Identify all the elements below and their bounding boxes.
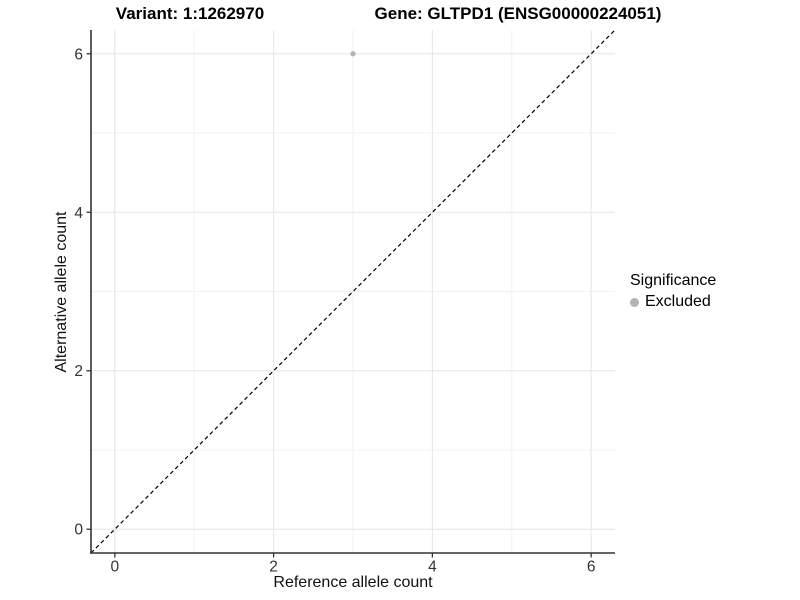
- excluded-dot-icon: [630, 297, 639, 307]
- x-axis-title: Reference allele count: [273, 574, 433, 591]
- legend-item-excluded: Excluded: [630, 293, 716, 311]
- identity-reference-line: [90, 29, 616, 554]
- y-tick-label: 6: [74, 46, 83, 63]
- x-tick-label: 0: [111, 559, 120, 576]
- data-point: [350, 51, 356, 57]
- legend-title: Significance: [630, 272, 717, 289]
- variant-title: Variant: 1:1262970: [115, 4, 265, 23]
- y-axis-title: Alternative allele count: [53, 211, 70, 373]
- x-tick-label: 4: [428, 559, 437, 576]
- legend: Significance Excluded: [630, 272, 716, 311]
- x-tick-label: 6: [587, 559, 596, 576]
- legend-item-label: Excluded: [645, 293, 711, 310]
- x-tick-label: 2: [269, 559, 278, 576]
- gene-title: Gene: GLTPD1 (ENSG00000224051): [374, 4, 662, 23]
- y-tick-label: 2: [74, 363, 83, 380]
- y-tick-label: 4: [74, 205, 83, 222]
- y-tick-label: 0: [74, 522, 83, 539]
